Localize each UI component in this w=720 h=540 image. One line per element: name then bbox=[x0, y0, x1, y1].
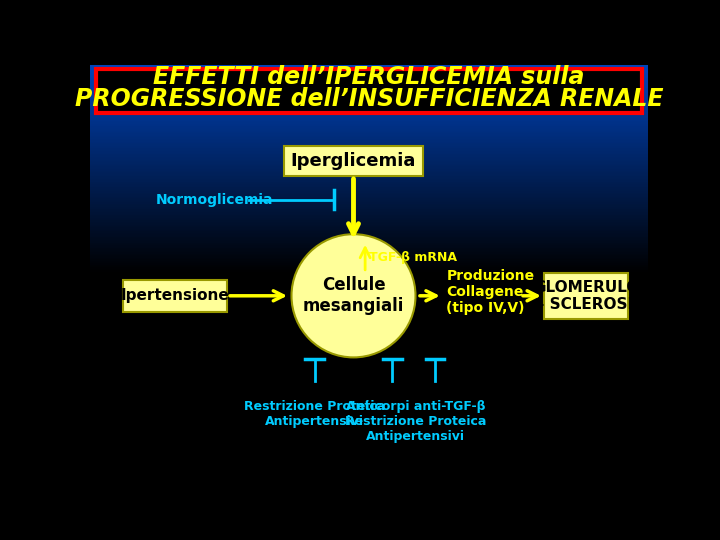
Text: EFFETTI dell’IPERGLICEMIA sulla: EFFETTI dell’IPERGLICEMIA sulla bbox=[153, 65, 585, 89]
Text: Iperglicemia: Iperglicemia bbox=[291, 152, 416, 170]
Text: Ipertensione: Ipertensione bbox=[121, 288, 230, 303]
Text: Produzione
Collagene
(tipo IV,V): Produzione Collagene (tipo IV,V) bbox=[446, 269, 535, 315]
Text: GLOMERULO
- SCLEROSI: GLOMERULO - SCLEROSI bbox=[533, 280, 639, 312]
FancyBboxPatch shape bbox=[123, 280, 228, 312]
Text: Cellule
mesangiali: Cellule mesangiali bbox=[303, 276, 404, 315]
FancyBboxPatch shape bbox=[544, 273, 629, 319]
Text: TGF-β mRNA: TGF-β mRNA bbox=[369, 251, 457, 264]
FancyBboxPatch shape bbox=[96, 70, 642, 112]
FancyBboxPatch shape bbox=[284, 146, 423, 176]
Text: PROGRESSIONE dell’INSUFFICIENZA RENALE: PROGRESSIONE dell’INSUFFICIENZA RENALE bbox=[75, 87, 663, 111]
Text: Anticorpi anti-TGF-β
Restrizione Proteica
Antipertensivi: Anticorpi anti-TGF-β Restrizione Proteic… bbox=[345, 400, 486, 443]
Text: Normoglicemia: Normoglicemia bbox=[156, 193, 274, 206]
Circle shape bbox=[292, 234, 415, 357]
Text: Restrizione Proteica
Antipertensivi: Restrizione Proteica Antipertensivi bbox=[244, 400, 385, 428]
